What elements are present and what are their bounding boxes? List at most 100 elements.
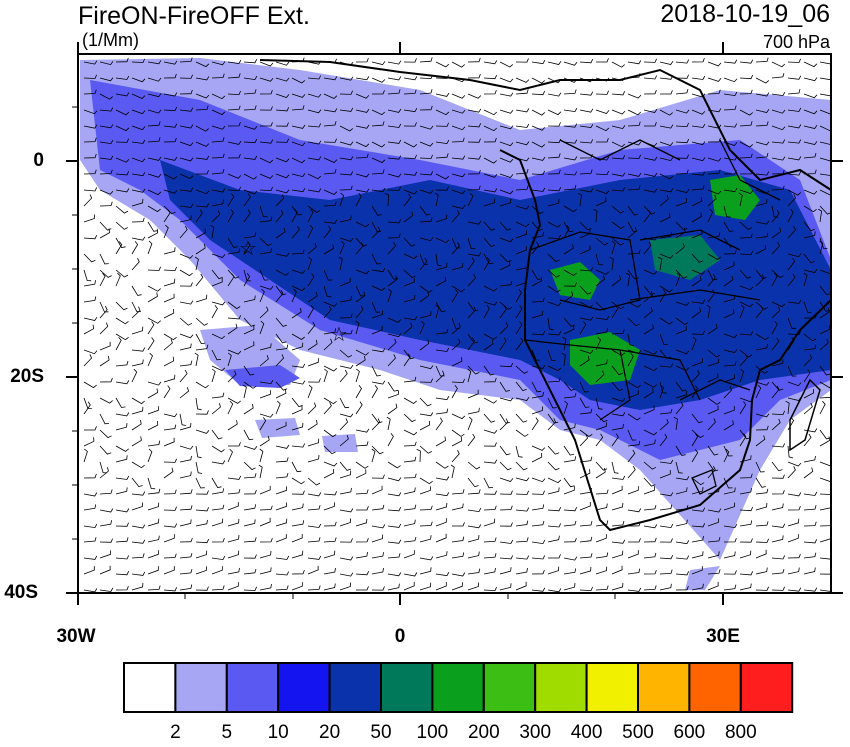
wind-barb xyxy=(99,467,109,479)
wind-barb xyxy=(291,157,306,164)
wind-barb xyxy=(787,273,796,287)
wind-barb xyxy=(435,476,450,481)
wind-barb xyxy=(403,473,417,479)
wind-barb xyxy=(163,247,176,255)
wind-barb xyxy=(435,153,449,159)
wind-barb xyxy=(387,583,400,591)
wind-barb xyxy=(259,343,272,351)
wind-barb xyxy=(787,567,800,575)
wind-barb xyxy=(275,93,290,98)
wind-barb xyxy=(83,194,93,207)
wind-barb xyxy=(707,208,714,223)
wind-barb xyxy=(179,422,192,431)
wind-barb xyxy=(548,554,561,559)
wind-barb xyxy=(467,389,479,399)
wind-barb xyxy=(611,433,619,447)
wind-barb xyxy=(451,125,466,131)
wind-barb xyxy=(644,122,657,127)
wind-barb xyxy=(403,413,416,423)
wind-barb xyxy=(787,381,802,387)
wind-barb xyxy=(435,582,447,591)
wind-barb xyxy=(435,365,445,377)
wind-barb xyxy=(434,192,439,207)
wind-barb xyxy=(483,89,497,95)
wind-barb xyxy=(339,329,353,335)
wind-barb xyxy=(595,422,607,431)
wind-barb xyxy=(658,256,663,271)
wind-barb xyxy=(707,397,721,405)
wind-barb xyxy=(355,221,370,228)
wind-barb xyxy=(291,534,303,543)
wind-barb xyxy=(787,461,802,467)
wind-barb xyxy=(211,125,226,130)
wind-barb xyxy=(211,445,225,453)
wind-barb xyxy=(163,437,175,447)
wind-barb xyxy=(467,169,481,175)
wind-barb xyxy=(323,567,336,575)
wind-barb xyxy=(787,257,796,271)
wind-barb xyxy=(99,413,110,425)
wind-barb xyxy=(499,567,512,575)
wind-barb xyxy=(595,77,610,82)
wind-barb xyxy=(483,553,497,559)
wind-barb xyxy=(195,141,210,147)
wind-barb xyxy=(179,317,193,326)
wind-barb xyxy=(179,445,194,450)
wind-barb xyxy=(243,295,256,303)
wind-barb xyxy=(195,344,209,351)
wind-barb xyxy=(227,105,241,111)
wind-barb xyxy=(419,567,432,575)
wind-barb xyxy=(99,155,114,160)
wind-barb xyxy=(275,77,290,82)
wind-barb xyxy=(339,141,354,146)
wind-barb xyxy=(755,586,769,591)
wind-barb xyxy=(723,105,737,111)
wind-barb xyxy=(467,433,476,447)
wind-barb xyxy=(611,61,625,68)
wind-barb xyxy=(803,141,818,145)
wind-barb xyxy=(147,109,162,114)
wind-barb xyxy=(115,188,130,193)
wind-barb xyxy=(435,304,440,319)
wind-barb xyxy=(467,192,474,207)
wind-barb xyxy=(131,301,141,313)
wind-barb xyxy=(579,553,593,559)
wind-barb xyxy=(211,73,225,79)
wind-barb xyxy=(179,74,193,79)
wind-barb xyxy=(211,188,226,193)
wind-barb xyxy=(595,397,603,410)
wind-barb xyxy=(435,533,447,543)
wind-barb xyxy=(579,108,594,113)
wind-barb xyxy=(323,305,332,319)
wind-barb xyxy=(659,157,674,162)
wind-barb xyxy=(211,153,225,159)
wind-barb xyxy=(675,519,688,527)
wind-barb xyxy=(531,406,543,415)
wind-barb xyxy=(307,565,319,575)
wind-barb xyxy=(467,93,482,99)
wind-barb xyxy=(723,221,734,232)
wind-barb xyxy=(467,368,472,383)
extinction-patch-ocean-5 xyxy=(685,566,720,590)
wind-barb xyxy=(83,60,98,65)
wind-barb xyxy=(275,354,285,367)
wind-barb xyxy=(547,397,557,409)
wind-barb xyxy=(387,390,399,399)
wind-barb xyxy=(819,524,831,527)
wind-barb xyxy=(547,445,560,455)
wind-barb xyxy=(355,108,370,113)
wind-barb xyxy=(323,138,337,143)
wind-barb xyxy=(403,89,417,95)
wind-barb xyxy=(83,74,97,79)
wind-barb xyxy=(483,173,498,178)
wind-barb xyxy=(659,213,671,223)
wind-barb xyxy=(659,470,671,479)
wind-barb xyxy=(579,188,594,193)
wind-barb xyxy=(243,325,255,335)
wind-barb xyxy=(387,333,402,338)
wind-barb xyxy=(259,567,272,575)
wind-barb xyxy=(755,305,764,319)
wind-barb xyxy=(755,220,770,225)
wind-barb xyxy=(723,333,738,339)
wind-barb xyxy=(435,417,443,431)
